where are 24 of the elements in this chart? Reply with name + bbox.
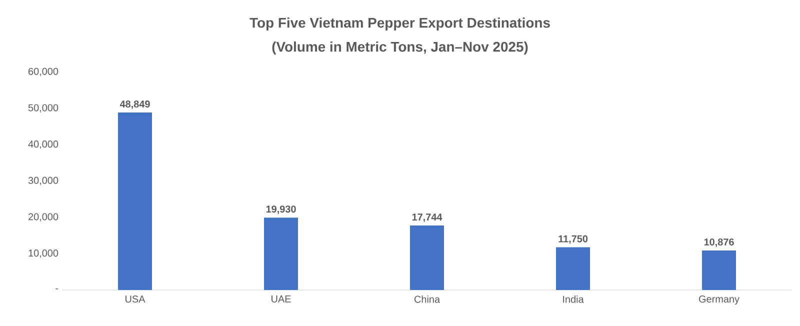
- x-tick-label: China: [414, 296, 440, 303]
- y-tick-label: 60,000: [28, 68, 58, 76]
- x-tick-label: UAE: [272, 296, 291, 302]
- y-tick-label: 40,000: [28, 140, 58, 149]
- x-tick-label: USA: [126, 296, 146, 303]
- x-tick-label: Germany: [699, 296, 740, 305]
- bar: [118, 112, 152, 290]
- chart-title: Top Five Vietnam Pepper Export Destinations: [250, 17, 550, 30]
- y-tick-label: 20,000: [28, 213, 58, 222]
- data-label: 11,750: [558, 235, 588, 244]
- y-tick-label: 50,000: [28, 104, 58, 112]
- y-tick-label: 30,000: [28, 176, 58, 186]
- data-label: 17,744: [412, 214, 442, 222]
- bar: [702, 250, 736, 290]
- chart-subtitle: (Volume in Metric Tons, Jan–Nov 2025): [272, 41, 528, 54]
- bar: [264, 218, 298, 290]
- y-tick-label: -: [56, 288, 58, 290]
- data-label: 10,876: [704, 238, 734, 247]
- bar: [410, 226, 444, 290]
- data-label: 19,930: [266, 206, 296, 214]
- x-tick-label: India: [563, 296, 584, 303]
- y-tick-label: 10,000: [28, 250, 58, 258]
- bar: [556, 247, 590, 290]
- data-label: 48,849: [120, 100, 150, 110]
